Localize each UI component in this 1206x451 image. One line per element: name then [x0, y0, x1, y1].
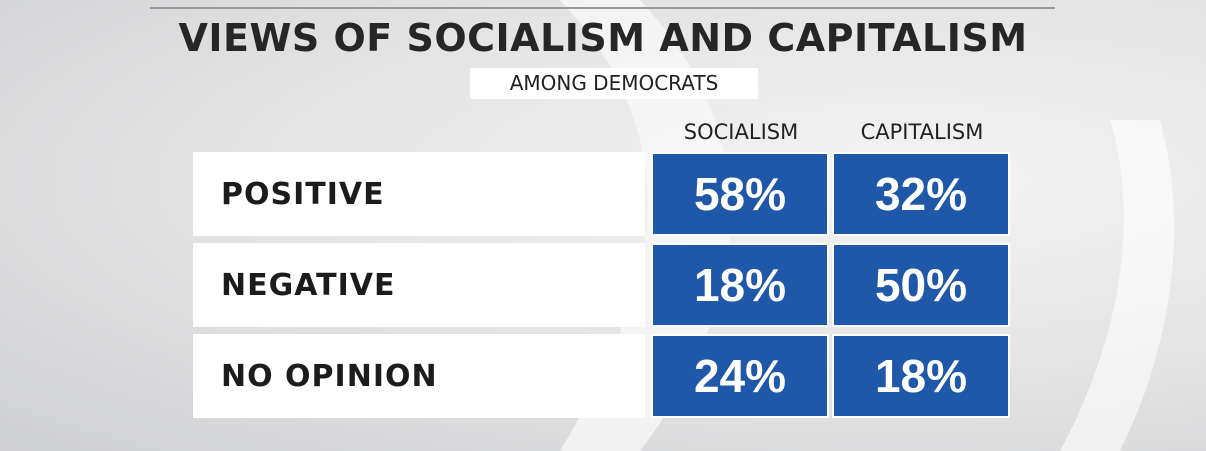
subtitle: AMONG DEMOCRATS: [470, 68, 758, 99]
column-header: SOCIALISM: [683, 120, 799, 144]
row-label: POSITIVE: [193, 152, 645, 236]
row-label: NO OPINION: [193, 334, 645, 418]
column-header: CAPITALISM: [860, 120, 984, 144]
row-label: NEGATIVE: [193, 243, 645, 327]
title: VIEWS OF SOCIALISM AND CAPITALISM: [178, 16, 1028, 60]
top-rule: [150, 7, 1055, 9]
value-cell: 50%: [832, 243, 1010, 327]
value-cell: 58%: [651, 152, 829, 236]
value-cell: 24%: [651, 334, 829, 418]
value-cell: 32%: [832, 152, 1010, 236]
value-cell: 18%: [651, 243, 829, 327]
value-cell: 18%: [832, 334, 1010, 418]
